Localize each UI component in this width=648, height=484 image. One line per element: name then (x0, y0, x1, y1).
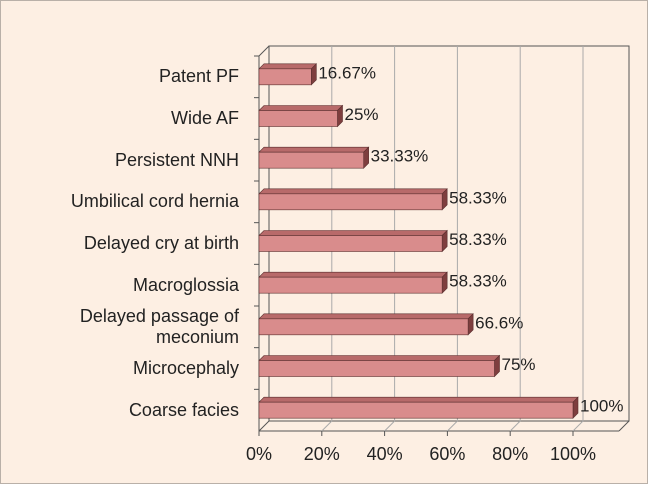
y-tick-label: Wide AF (170, 108, 239, 128)
bar (258, 193, 443, 211)
y-tick-label: Persistent NNH (114, 149, 239, 170)
y-tick-label: Microcephaly (132, 358, 239, 378)
y-tick-label: Macroglossia (132, 274, 239, 295)
bar (258, 360, 495, 377)
value-label: 75% (502, 355, 536, 374)
bar (258, 401, 574, 419)
grid-line (509, 420, 521, 432)
bar-top (258, 146, 370, 153)
bar-top (258, 230, 448, 236)
value-label: 58.33% (449, 188, 507, 207)
axis-edge (618, 420, 630, 432)
value-label: 33.33% (371, 147, 429, 166)
y-tick-label: Umbilical cord hernia (70, 191, 239, 212)
x-tick-label: 60% (429, 444, 465, 464)
x-tick-label: 100% (550, 444, 596, 464)
bar-top (258, 313, 474, 320)
x-tick-label: 20% (304, 444, 340, 464)
bar (258, 68, 312, 86)
grid-line (321, 420, 333, 432)
y-tick-label: Patent PF (158, 66, 239, 87)
bar-top (258, 188, 448, 195)
bar (258, 110, 338, 127)
value-label: 25% (345, 105, 379, 124)
y-tick-label: Coarse facies (128, 399, 239, 420)
grid-line (447, 420, 458, 432)
x-tick-label: 80% (492, 444, 528, 464)
grid-line (572, 420, 584, 432)
axis-edge (258, 45, 270, 57)
bar-top (258, 63, 318, 70)
bar (258, 276, 443, 294)
axis-edge (258, 420, 270, 432)
grid-line (384, 420, 395, 432)
bar-top (258, 355, 501, 361)
value-label: 58.33% (449, 230, 507, 249)
value-label: 100% (580, 397, 623, 416)
value-label: 58.33% (449, 272, 507, 291)
x-tick-label: 0% (246, 444, 272, 464)
x-tick-label: 40% (367, 444, 403, 464)
value-label: 66.6% (475, 313, 523, 332)
bar-top (258, 105, 344, 111)
y-tick-label: Delayed passage of meconium (79, 305, 239, 347)
y-tick-label: Delayed cry at birth (83, 233, 239, 253)
bar (258, 151, 364, 169)
bar (258, 235, 443, 252)
bar (258, 318, 469, 336)
value-label: 16.67% (318, 63, 376, 82)
bar-top (258, 271, 448, 278)
bar-top (258, 396, 579, 403)
